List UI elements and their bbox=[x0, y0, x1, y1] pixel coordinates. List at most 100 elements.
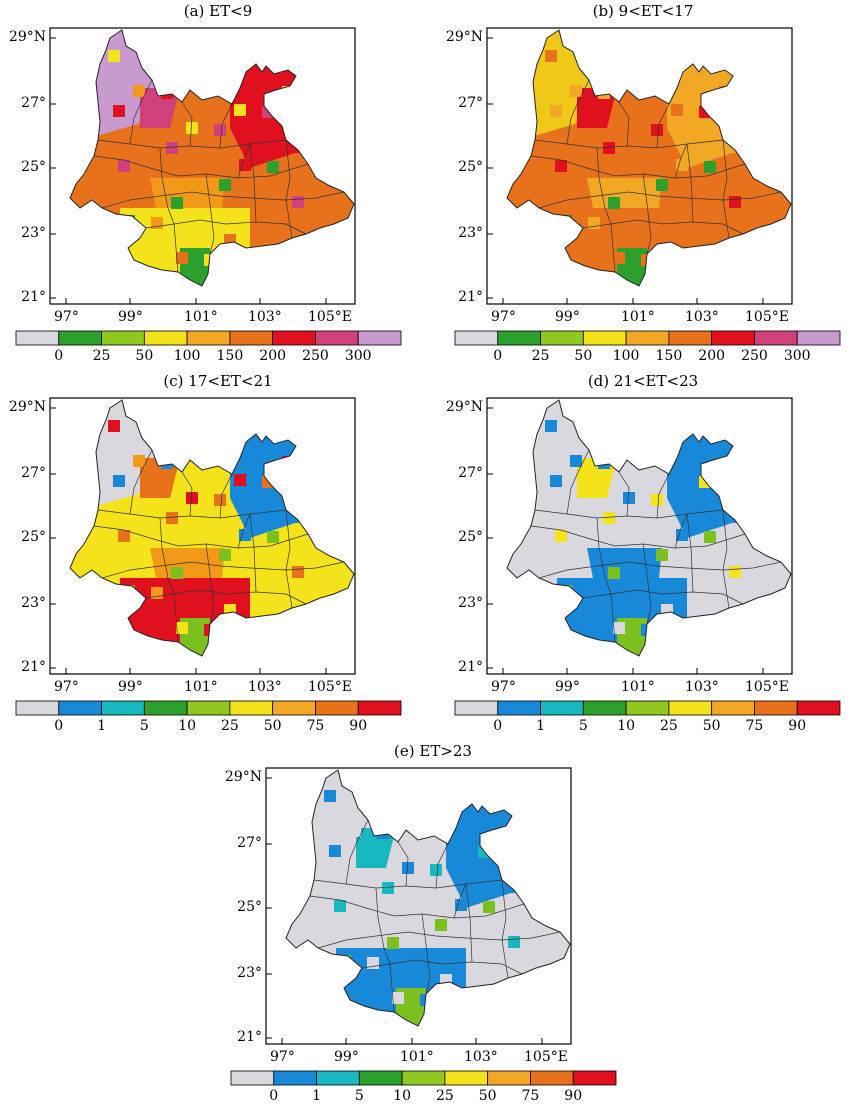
grid-cell bbox=[402, 862, 414, 874]
grid-cell bbox=[536, 938, 548, 950]
y-tick-label: 29°N bbox=[445, 29, 483, 45]
grid-cell bbox=[171, 197, 183, 209]
x-tick-label: 103° bbox=[685, 679, 719, 695]
panel-title: (c) 17<ET<21 bbox=[163, 372, 273, 390]
grid-cell bbox=[550, 105, 562, 117]
district-boundary bbox=[421, 913, 431, 995]
colorbar-swatch bbox=[315, 330, 359, 346]
district-boundary bbox=[618, 471, 630, 517]
colorbar-swatch bbox=[625, 330, 670, 346]
x-tick-label: 97° bbox=[491, 309, 516, 325]
district-boundary bbox=[101, 191, 345, 209]
grid-cell bbox=[709, 216, 721, 228]
grid-cell bbox=[214, 494, 226, 506]
colorbar bbox=[454, 330, 841, 346]
x-tick-label: 105°E bbox=[524, 1049, 568, 1065]
colorbar-label: 250 bbox=[741, 348, 768, 364]
map-frame bbox=[49, 397, 356, 675]
x-tick-label: 99° bbox=[118, 309, 143, 325]
district-boundary bbox=[596, 517, 616, 643]
district-boundary bbox=[453, 883, 467, 919]
colorbar-label: 90 bbox=[349, 718, 368, 734]
x-tick-label: 105°E bbox=[745, 309, 789, 325]
colorbar-swatch bbox=[497, 700, 541, 716]
colorbar-label: 50 bbox=[574, 348, 593, 364]
grid-cell bbox=[98, 550, 110, 562]
panel-c: (c) 17<ET<21 97° 99° 101° 103° 105°E 29°N 27°… bbox=[0, 370, 425, 740]
x-tick-label: 101° bbox=[621, 679, 655, 695]
colorbar-label: 150 bbox=[216, 348, 244, 364]
colorbar-swatch bbox=[230, 1070, 275, 1086]
colorbar-swatch bbox=[540, 330, 584, 346]
district-boundary bbox=[686, 513, 694, 593]
grid-cell bbox=[98, 180, 110, 192]
x-tick-label: 105°E bbox=[308, 679, 352, 695]
colorbar-swatch bbox=[711, 330, 755, 346]
y-tick-label: 25° bbox=[21, 529, 46, 545]
x-tick-label: 101° bbox=[400, 1049, 434, 1065]
x-tick-label: 97° bbox=[270, 1049, 295, 1065]
grid-cell bbox=[608, 567, 620, 579]
colorbar-swatch bbox=[357, 330, 402, 346]
colorbar-swatch bbox=[15, 330, 60, 346]
grid-cell bbox=[108, 420, 120, 432]
colorbar-label: 25 bbox=[435, 1088, 454, 1104]
y-tick-label: 25° bbox=[458, 159, 483, 175]
grid-cell bbox=[292, 566, 304, 578]
colorbar bbox=[15, 700, 402, 716]
district-boundary bbox=[93, 155, 309, 179]
district-boundary bbox=[159, 517, 179, 643]
y-tick-label: 21° bbox=[21, 289, 46, 305]
colorbar bbox=[230, 1070, 617, 1086]
y-tick-label: 27° bbox=[458, 95, 483, 111]
grid-cell bbox=[176, 622, 188, 634]
grid-cell bbox=[329, 845, 341, 857]
x-tick-label: 105°E bbox=[308, 309, 352, 325]
colorbar-label: 25 bbox=[92, 348, 111, 364]
panel-title: (b) 9<ET<17 bbox=[592, 2, 694, 20]
grid-cell bbox=[729, 566, 741, 578]
x-tick-label: 103° bbox=[248, 679, 282, 695]
district-boundary bbox=[93, 525, 309, 549]
y-tick-label: 25° bbox=[237, 899, 262, 915]
district-boundary bbox=[596, 147, 616, 273]
district-boundary bbox=[219, 473, 233, 519]
grid-cell bbox=[113, 105, 125, 117]
colorbar-swatch bbox=[358, 1070, 403, 1086]
grid-cell bbox=[239, 529, 251, 541]
colorbar-swatch bbox=[487, 1070, 531, 1086]
district-boundary bbox=[530, 525, 746, 549]
colorbar-swatch bbox=[101, 330, 145, 346]
map-frame bbox=[49, 27, 356, 305]
colorbar-label: 1 bbox=[536, 718, 546, 734]
colorbar-swatch bbox=[668, 700, 713, 716]
colorbar-label: 5 bbox=[139, 718, 149, 734]
y-tick-label: 21° bbox=[237, 1029, 262, 1045]
grid-cell bbox=[729, 196, 741, 208]
colorbar-swatch bbox=[754, 700, 798, 716]
grid-cell bbox=[113, 475, 125, 487]
colorbar-swatch bbox=[273, 1070, 317, 1086]
grid-cell bbox=[656, 179, 668, 191]
map-frame bbox=[486, 397, 793, 675]
grid-cell bbox=[570, 85, 582, 97]
x-tick-label: 103° bbox=[464, 1049, 498, 1065]
colorbar-label: 5 bbox=[578, 718, 588, 734]
district-boundary bbox=[309, 895, 525, 919]
colorbar-label: 50 bbox=[263, 718, 282, 734]
colorbar-label: 100 bbox=[612, 348, 640, 364]
colorbar-label: 90 bbox=[788, 718, 807, 734]
grid-cell bbox=[483, 901, 495, 913]
grid-cell bbox=[324, 790, 336, 802]
grid-cell bbox=[234, 474, 246, 486]
grid-cell bbox=[349, 825, 361, 837]
colorbar-label: 10 bbox=[178, 718, 197, 734]
colorbar-swatch bbox=[444, 1070, 489, 1086]
x-tick-label: 99° bbox=[118, 679, 143, 695]
colorbar-label: 25 bbox=[659, 718, 678, 734]
colorbar-swatch bbox=[229, 700, 274, 716]
colorbar-swatch bbox=[582, 700, 627, 716]
colorbar-label: 50 bbox=[135, 348, 154, 364]
x-tick-label: 105°E bbox=[745, 679, 789, 695]
grid-cell bbox=[234, 104, 246, 116]
